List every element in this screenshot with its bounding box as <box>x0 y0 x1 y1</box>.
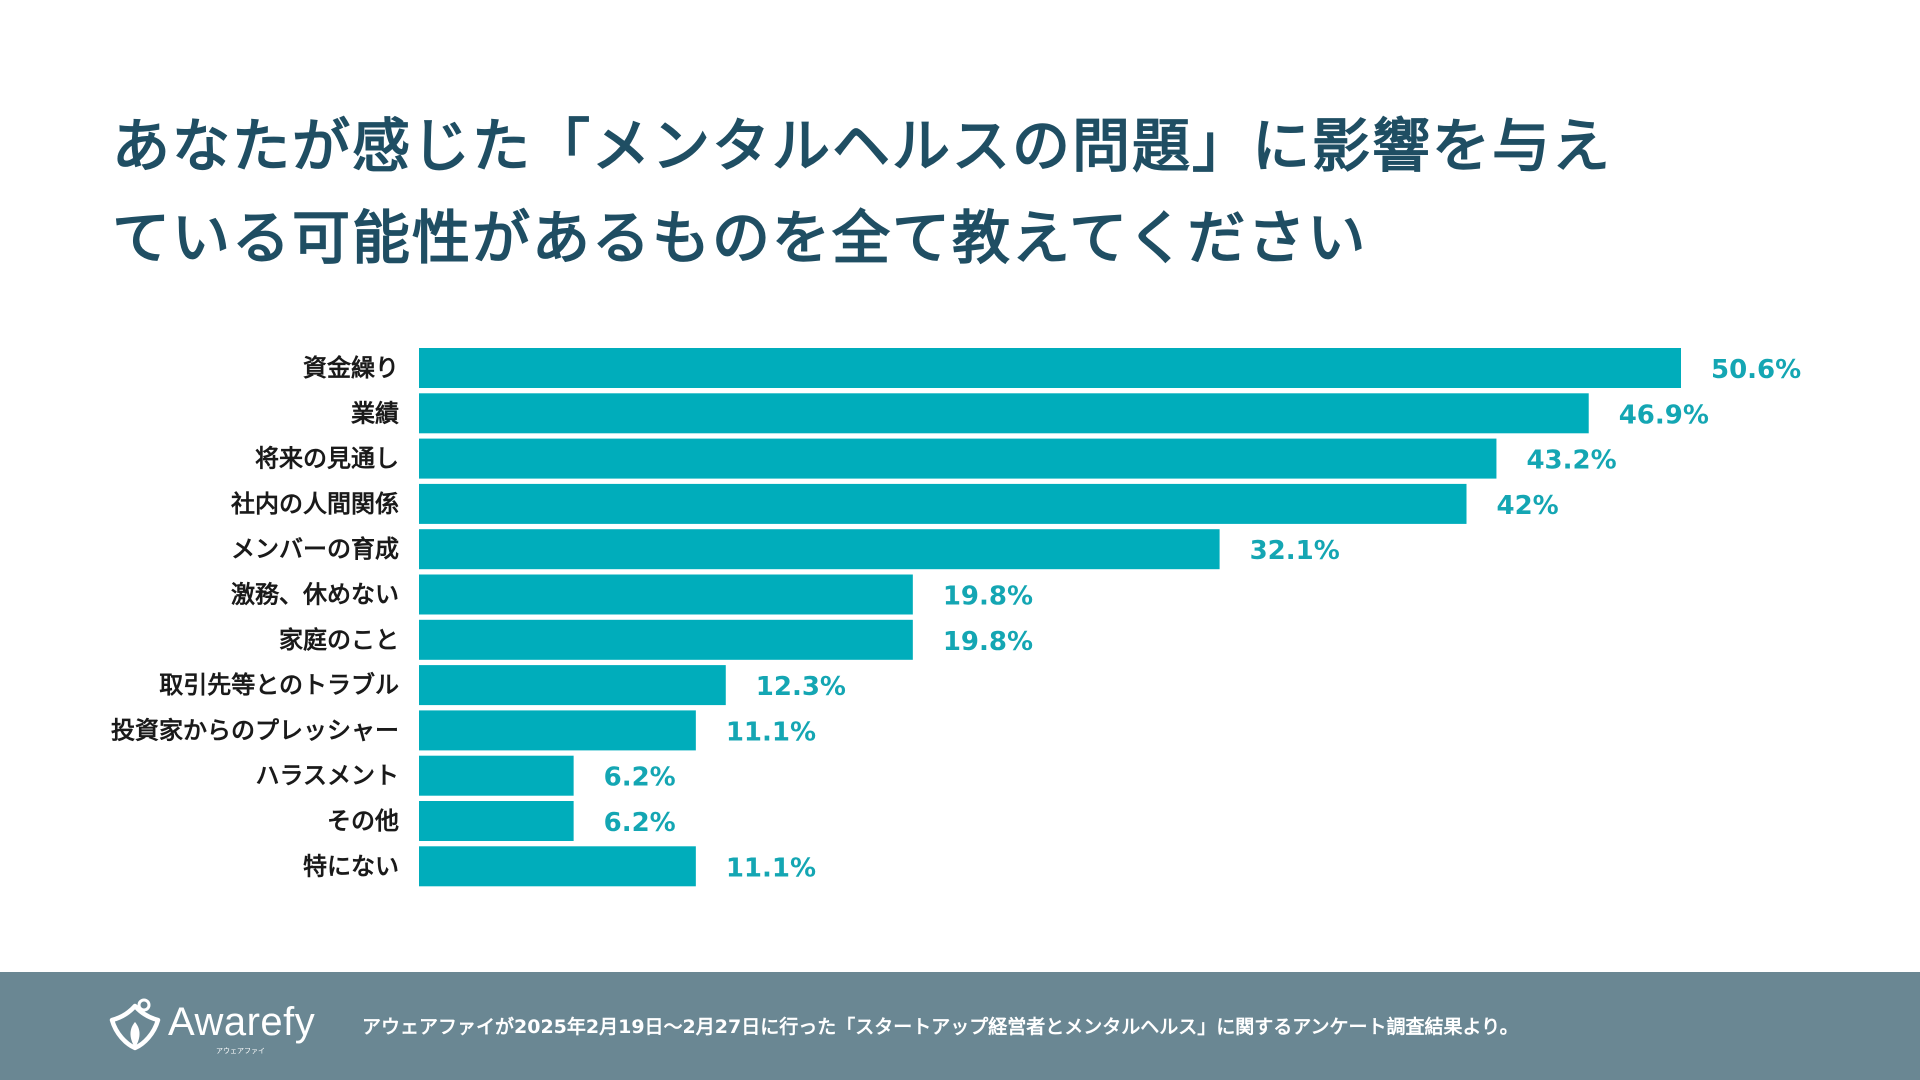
category-label-4: 社内の人間関係 <box>231 490 399 518</box>
bar-2 <box>419 393 1589 434</box>
footer: Awarefy アウェアファイ アウェアファイが2025年2月19日〜2月27日… <box>0 972 1920 1080</box>
value-label-6: 19.8% <box>943 582 1033 612</box>
category-label-6: 激務、休めない <box>231 581 399 609</box>
bar-chart: 資金繰り 50.6% 業績 46.9% 将来の見通し 43.2% 社内の人間関係 42% メンバ… <box>111 348 1801 887</box>
value-label-3: 43.2% <box>1526 446 1616 476</box>
page-title: あなたが感じた「メンタルヘルスの問題」に影響を与え ている可能性があるものを全て… <box>112 100 1812 284</box>
category-label-8: 取引先等とのトラブル <box>159 671 399 699</box>
value-label-12: 11.1% <box>726 853 816 883</box>
bar-1 <box>419 348 1681 388</box>
value-label-2: 46.9% <box>1619 400 1709 430</box>
source-note: アウェアファイが2025年2月19日〜2月27日に行った「スタートアップ経営者と… <box>362 1016 1519 1038</box>
category-label-1: 資金繰り <box>303 354 399 382</box>
value-label-4: 42% <box>1497 491 1559 521</box>
category-label-3: 将来の見通し <box>255 445 399 473</box>
category-label-2: 業績 <box>351 399 399 427</box>
bar-9 <box>419 710 696 751</box>
bar-11 <box>419 801 574 841</box>
category-label-5: メンバーの育成 <box>231 535 399 563</box>
value-label-7: 19.8% <box>943 627 1033 657</box>
title-line-1: あなたが感じた「メンタルヘルスの問題」に影響を与え <box>112 112 1613 180</box>
bar-10 <box>419 755 574 796</box>
value-label-10: 6.2% <box>604 763 676 793</box>
bar-6 <box>419 574 913 615</box>
category-label-11: その他 <box>327 807 399 835</box>
category-label-7: 家庭のこと <box>279 626 399 654</box>
awarefy-logo: Awarefy アウェアファイ <box>106 996 336 1060</box>
bar-7 <box>419 619 913 660</box>
bar-8 <box>419 665 726 706</box>
value-label-11: 6.2% <box>604 808 676 838</box>
bar-4 <box>419 483 1467 524</box>
value-label-8: 12.3% <box>756 672 846 702</box>
category-label-10: ハラスメント <box>255 762 399 790</box>
value-label-5: 32.1% <box>1250 536 1340 566</box>
bar-3 <box>419 438 1497 479</box>
category-label-12: 特にない <box>303 852 399 880</box>
value-label-9: 11.1% <box>726 717 816 747</box>
logo-subtext: アウェアファイ <box>216 1047 265 1055</box>
logo-wordmark: Awarefy <box>168 1000 316 1044</box>
awarefy-logo-icon <box>109 998 161 1051</box>
title-line-2: ている可能性があるものを全て教えてください <box>112 204 1368 272</box>
bar-12 <box>419 846 696 887</box>
bar-5 <box>419 529 1220 570</box>
category-label-9: 投資家からのプレッシャー <box>111 716 399 744</box>
value-label-1: 50.6% <box>1711 355 1801 385</box>
